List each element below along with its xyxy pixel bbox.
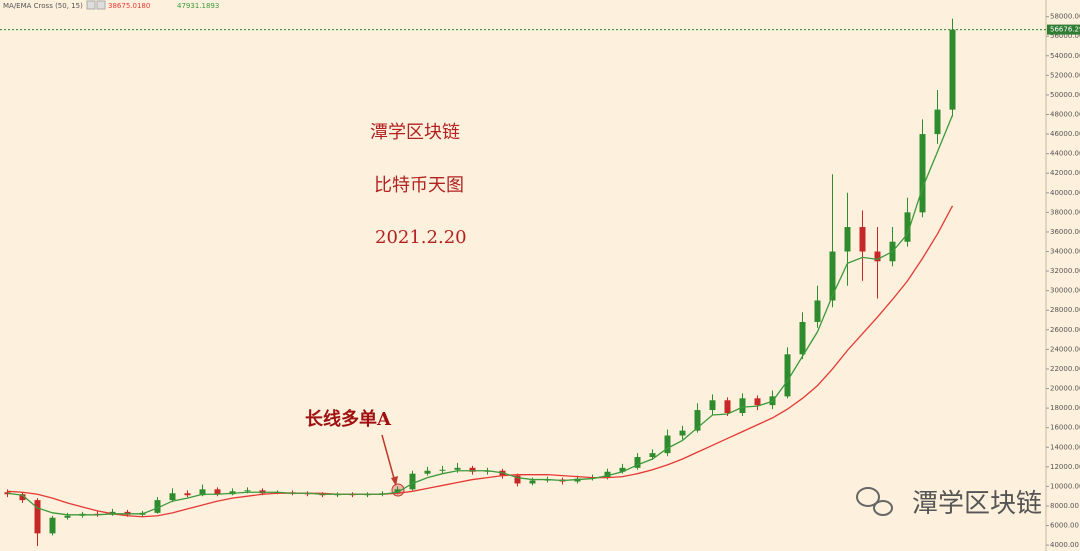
candle-body <box>664 435 671 454</box>
y-tick-label: 34000.00 <box>1050 248 1080 256</box>
icon[interactable] <box>96 0 106 10</box>
candle-body <box>184 493 191 496</box>
candle-body <box>829 251 836 301</box>
candle-body <box>604 471 611 478</box>
candle-body <box>679 430 686 436</box>
y-tick-label: 16000.00 <box>1050 424 1080 432</box>
y-tick-label: 10000.00 <box>1050 482 1080 490</box>
candle-body <box>154 500 161 513</box>
candle-body <box>649 453 656 458</box>
indicator-readout: 47931.1893 <box>177 2 219 10</box>
y-tick-label: 8000.00 <box>1050 502 1079 510</box>
candle-body <box>874 251 881 262</box>
candle-body <box>724 400 731 414</box>
y-tick-label: 20000.00 <box>1050 385 1080 393</box>
y-tick-label: 4000.00 <box>1050 541 1079 549</box>
y-tick-label: 44000.00 <box>1050 150 1080 158</box>
candle-body <box>784 354 791 397</box>
y-tick-label: 48000.00 <box>1050 111 1080 119</box>
y-tick-label: 6000.00 <box>1050 522 1079 530</box>
candle-body <box>859 227 866 252</box>
indicator-name: MA/EMA Cross (50, 15) <box>3 2 83 10</box>
wechat-icon <box>873 500 893 516</box>
candle-body <box>709 400 716 411</box>
y-tick-label: 52000.00 <box>1050 71 1080 79</box>
candle-body <box>919 134 926 213</box>
candle-body <box>394 489 401 494</box>
candle-body <box>19 494 26 501</box>
watermark: 潭学区块链 <box>856 487 1042 519</box>
candle-body <box>34 500 41 534</box>
candle-body <box>904 212 911 242</box>
watermark-text: 潭学区块链 <box>912 489 1042 519</box>
candle-body <box>934 109 941 135</box>
arrow-head <box>391 476 398 486</box>
candle-body <box>754 398 761 406</box>
y-tick-label: 30000.00 <box>1050 287 1080 295</box>
y-tick-label: 50000.00 <box>1050 91 1080 99</box>
y-tick-label: 58000.00 <box>1050 13 1080 21</box>
candle-body <box>64 515 71 518</box>
candle-body <box>799 321 806 355</box>
y-tick-label: 12000.00 <box>1050 463 1080 471</box>
candle-body <box>814 300 821 322</box>
candle-body <box>529 480 536 484</box>
candle-body <box>694 410 701 431</box>
y-tick-label: 42000.00 <box>1050 169 1080 177</box>
candle-body <box>169 493 176 501</box>
y-tick-label: 32000.00 <box>1050 267 1080 275</box>
y-tick-label: 40000.00 <box>1050 189 1080 197</box>
candle-body <box>619 467 626 472</box>
y-tick-label: 14000.00 <box>1050 443 1080 451</box>
candle-body <box>409 473 416 490</box>
candle-body <box>844 227 851 252</box>
y-tick-label: 46000.00 <box>1050 130 1080 138</box>
y-tick-label: 28000.00 <box>1050 306 1080 314</box>
indicator-line <box>7 114 954 516</box>
candle-body <box>949 29 956 110</box>
y-tick-label: 22000.00 <box>1050 365 1080 373</box>
indicator-line <box>7 205 954 518</box>
y-tick-label: 38000.00 <box>1050 208 1080 216</box>
wechat-icon <box>856 487 880 507</box>
candle-body <box>214 489 221 495</box>
y-tick-label: 26000.00 <box>1050 326 1080 334</box>
y-tick-label: 54000.00 <box>1050 52 1080 60</box>
candle-body <box>739 398 746 414</box>
price-label-box <box>1047 24 1080 35</box>
icon[interactable] <box>86 0 96 10</box>
price-label: 56676.29 <box>1050 26 1080 34</box>
y-tick-label: 24000.00 <box>1050 345 1080 353</box>
candle-body <box>634 457 641 468</box>
callout: 长线多单A <box>305 408 392 430</box>
candle-body <box>49 517 56 534</box>
candle-body <box>424 470 431 474</box>
annotation: 潭学区块链 <box>370 122 460 143</box>
callout-arrow <box>381 434 396 483</box>
y-tick-label: 36000.00 <box>1050 228 1080 236</box>
candle-body <box>469 467 476 472</box>
candle-body <box>244 490 251 492</box>
y-tick-label: 18000.00 <box>1050 404 1080 412</box>
candle-body <box>514 475 521 484</box>
candle-body <box>439 469 446 471</box>
annotation: 比特币天图 <box>374 175 464 196</box>
candle-body <box>199 489 206 496</box>
annotation: 2021.2.20 <box>375 227 467 248</box>
candles <box>4 18 956 547</box>
candle-body <box>454 467 461 470</box>
indicator-readout: 38675.0180 <box>108 2 150 10</box>
y-tick-label: 56000.00 <box>1050 32 1080 40</box>
